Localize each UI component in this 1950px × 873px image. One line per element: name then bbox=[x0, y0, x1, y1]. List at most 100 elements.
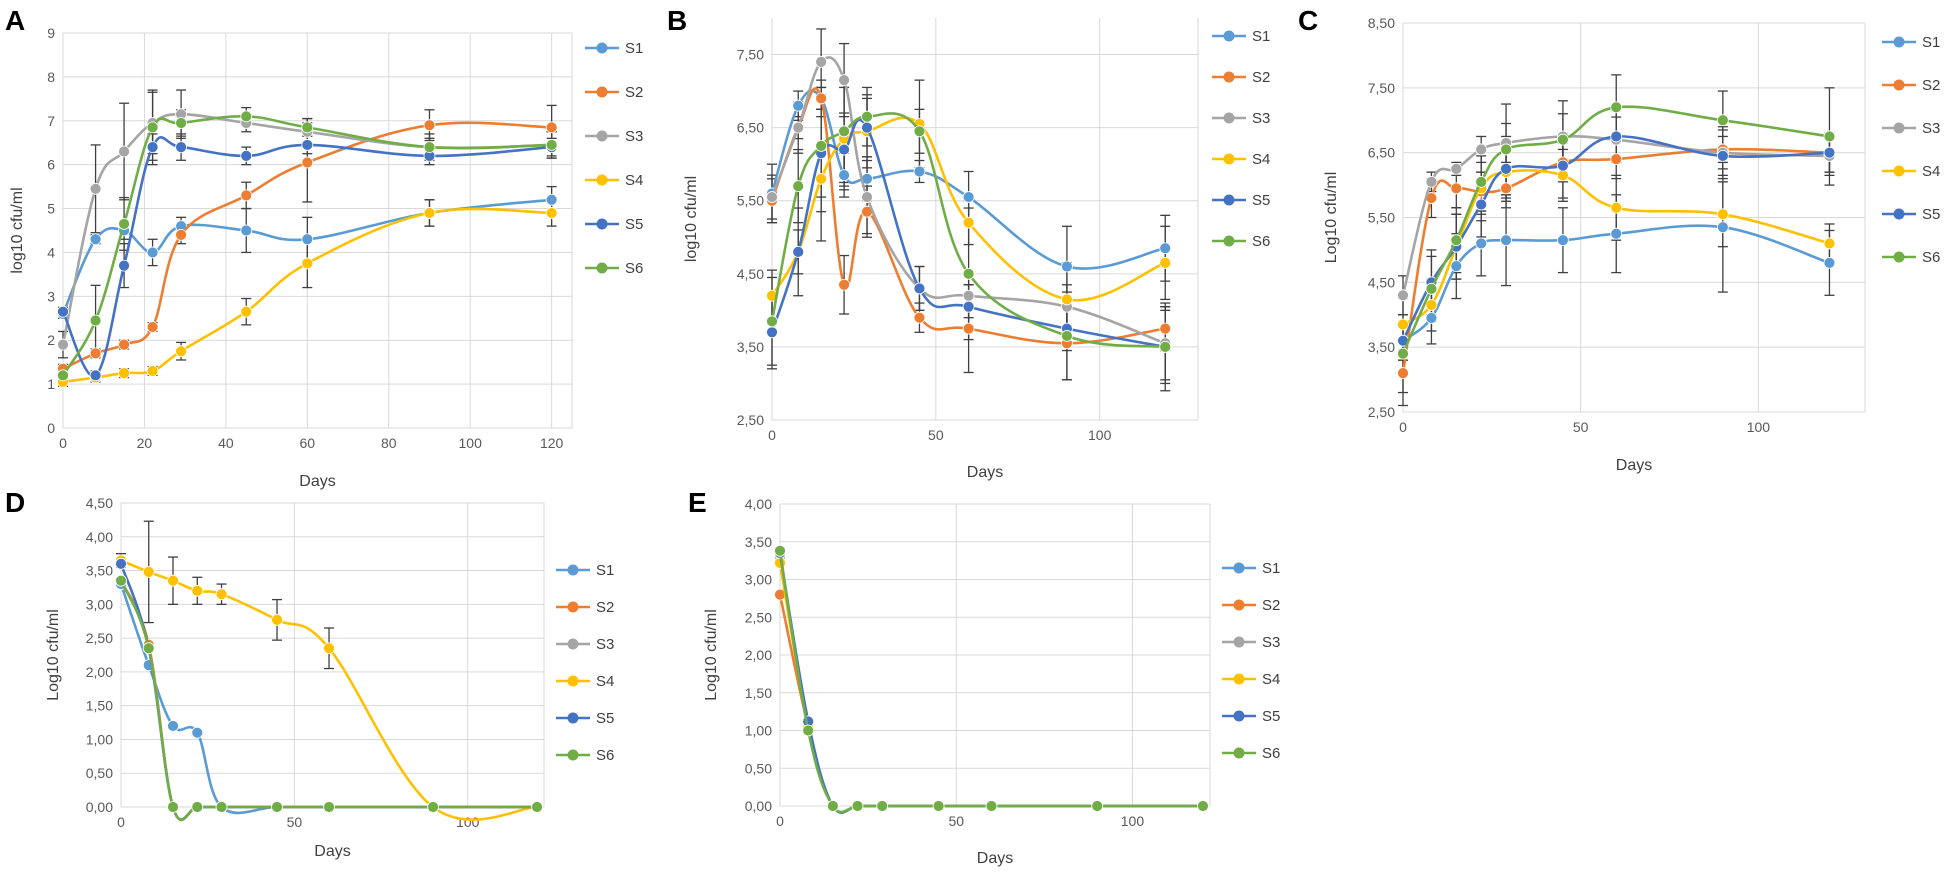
point-s6 bbox=[167, 801, 179, 813]
point-s4 bbox=[423, 207, 436, 219]
point-s4 bbox=[118, 367, 130, 380]
point-s1 bbox=[1557, 234, 1569, 247]
y-tick-label: 1,50 bbox=[86, 698, 113, 714]
point-s5 bbox=[792, 245, 805, 258]
series-line-s6 bbox=[119, 580, 538, 822]
panel-a: A 0 1 2 3 4 5 6 7 8 9 0 20 40 60 80 100 120 Days log10 cfu/… bbox=[5, 5, 643, 490]
point-s3 bbox=[1450, 162, 1463, 175]
point-s6 bbox=[1425, 282, 1438, 295]
legend-marker-s4 bbox=[567, 675, 579, 687]
legend-marker-s5 bbox=[1233, 710, 1245, 722]
x-tick-label: 80 bbox=[381, 435, 397, 451]
legend-marker-s2 bbox=[1233, 599, 1245, 611]
legend-marker-s5 bbox=[1893, 208, 1905, 220]
point-s6 bbox=[1091, 800, 1104, 812]
point-s3 bbox=[118, 145, 130, 158]
y-tick-label: 3,50 bbox=[745, 534, 772, 550]
legend-marker-s5 bbox=[567, 712, 579, 724]
x-axis-label: Days bbox=[977, 850, 1013, 867]
y-tick-label: 1 bbox=[47, 376, 55, 392]
y-tick-label: 1,50 bbox=[745, 685, 772, 701]
point-s2 bbox=[175, 228, 187, 241]
y-tick-label: 2,50 bbox=[1368, 404, 1395, 420]
legend-label-s3: S3 bbox=[596, 636, 614, 653]
point-s3 bbox=[766, 191, 778, 203]
legend-marker-s5 bbox=[596, 218, 608, 230]
point-s5 bbox=[146, 141, 159, 154]
point-s6 bbox=[1197, 800, 1209, 812]
x-axis-label: Days bbox=[1616, 457, 1652, 474]
point-s2 bbox=[240, 189, 253, 202]
legend-label-s4: S4 bbox=[1252, 151, 1270, 168]
point-s3 bbox=[89, 182, 102, 195]
point-s5 bbox=[1475, 198, 1488, 211]
y-tick-label: 3,50 bbox=[1368, 339, 1395, 355]
y-tick-label: 0 bbox=[47, 420, 55, 436]
point-s4 bbox=[1061, 293, 1073, 306]
point-s3 bbox=[1475, 143, 1488, 156]
point-s4 bbox=[215, 588, 228, 601]
legend-marker-s3 bbox=[1223, 112, 1235, 124]
legend-marker-s2 bbox=[596, 86, 608, 98]
point-s3 bbox=[815, 55, 828, 68]
point-s2 bbox=[913, 311, 926, 324]
point-s1 bbox=[1061, 260, 1073, 273]
point-s2 bbox=[815, 92, 828, 105]
point-s5 bbox=[861, 121, 873, 134]
point-s6 bbox=[766, 315, 778, 328]
legend-label-s4: S4 bbox=[625, 172, 643, 189]
point-s6 bbox=[175, 117, 187, 129]
y-tick-label: 4,00 bbox=[86, 529, 113, 545]
point-s5 bbox=[913, 282, 926, 295]
y-tick-label: 3,00 bbox=[745, 572, 772, 588]
point-s6 bbox=[851, 800, 864, 812]
series-line-s2 bbox=[119, 580, 538, 822]
legend-marker-s4 bbox=[1223, 153, 1235, 165]
point-s3 bbox=[861, 191, 873, 203]
x-tick-label: 0 bbox=[768, 427, 776, 443]
point-s4 bbox=[1397, 318, 1409, 331]
y-tick-label: 3,50 bbox=[86, 563, 113, 579]
point-s6 bbox=[932, 800, 945, 812]
point-s6 bbox=[191, 801, 204, 813]
point-s1 bbox=[1823, 256, 1836, 269]
legend-label-s3: S3 bbox=[625, 128, 643, 145]
legend-marker-s3 bbox=[596, 130, 608, 142]
point-s2 bbox=[146, 321, 159, 333]
point-s3 bbox=[1397, 289, 1409, 302]
point-s6 bbox=[57, 369, 69, 382]
point-s5 bbox=[301, 139, 314, 151]
point-s4 bbox=[271, 613, 283, 626]
y-tick-label: 8 bbox=[47, 69, 55, 85]
point-s1 bbox=[792, 99, 805, 112]
x-axis-label: Days bbox=[314, 843, 350, 860]
panel-letter-a: A bbox=[5, 5, 25, 36]
point-s6 bbox=[323, 801, 335, 813]
point-s1 bbox=[167, 720, 179, 732]
y-tick-label: 3,00 bbox=[86, 596, 113, 612]
x-tick-label: 100 bbox=[459, 435, 483, 451]
y-tick-label: 7 bbox=[47, 113, 55, 129]
y-tick-label: 8,50 bbox=[1368, 15, 1395, 31]
legend-label-s3: S3 bbox=[1262, 634, 1280, 651]
point-s4 bbox=[1159, 256, 1172, 269]
point-s6 bbox=[1823, 130, 1836, 143]
point-s1 bbox=[191, 726, 204, 739]
series-line-s6 bbox=[778, 550, 1203, 814]
legend-marker-s2 bbox=[567, 601, 579, 613]
point-s6 bbox=[985, 800, 998, 812]
legend-label-s1: S1 bbox=[625, 40, 643, 57]
x-tick-label: 40 bbox=[218, 435, 234, 451]
point-s2 bbox=[118, 338, 130, 351]
y-tick-label: 6,50 bbox=[1368, 145, 1395, 161]
point-s6 bbox=[545, 139, 558, 151]
y-tick-label: 2,50 bbox=[737, 412, 764, 428]
point-s4 bbox=[301, 257, 314, 270]
legend-label-s2: S2 bbox=[596, 599, 614, 616]
legend-marker-s1 bbox=[1223, 30, 1235, 42]
point-s2 bbox=[423, 119, 436, 132]
y-tick-label: 2,50 bbox=[745, 609, 772, 625]
series-line-s1 bbox=[778, 556, 1203, 814]
point-s6 bbox=[427, 801, 439, 813]
point-s5 bbox=[962, 300, 975, 313]
